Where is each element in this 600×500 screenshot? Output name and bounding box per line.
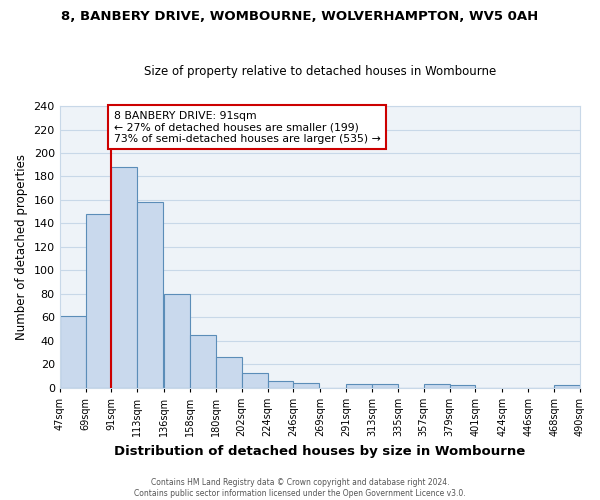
Bar — [216, 357, 242, 388]
Text: 8, BANBERY DRIVE, WOMBOURNE, WOLVERHAMPTON, WV5 0AH: 8, BANBERY DRIVE, WOMBOURNE, WOLVERHAMPT… — [61, 10, 539, 23]
X-axis label: Distribution of detached houses by size in Wombourne: Distribution of detached houses by size … — [114, 444, 526, 458]
Bar — [424, 384, 449, 388]
Bar — [190, 335, 216, 388]
Text: Contains HM Land Registry data © Crown copyright and database right 2024.
Contai: Contains HM Land Registry data © Crown c… — [134, 478, 466, 498]
Bar — [372, 384, 398, 388]
Bar — [137, 202, 163, 388]
Y-axis label: Number of detached properties: Number of detached properties — [15, 154, 28, 340]
Bar — [86, 214, 112, 388]
Bar — [242, 372, 268, 388]
Bar — [449, 386, 475, 388]
Bar — [293, 383, 319, 388]
Title: Size of property relative to detached houses in Wombourne: Size of property relative to detached ho… — [144, 66, 496, 78]
Bar — [164, 294, 190, 388]
Bar — [346, 384, 372, 388]
Bar — [268, 380, 293, 388]
Bar — [59, 316, 86, 388]
Text: 8 BANBERY DRIVE: 91sqm
← 27% of detached houses are smaller (199)
73% of semi-de: 8 BANBERY DRIVE: 91sqm ← 27% of detached… — [113, 111, 380, 144]
Bar — [554, 386, 580, 388]
Bar — [112, 167, 137, 388]
